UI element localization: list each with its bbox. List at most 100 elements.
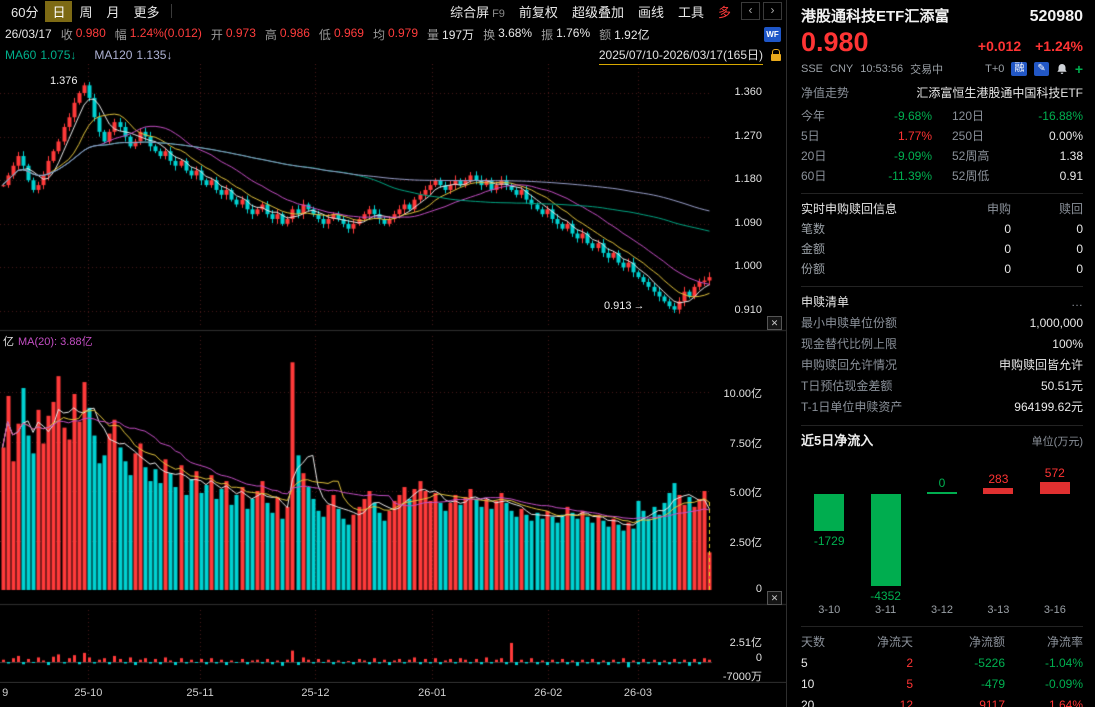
wf-badge-icon[interactable]: WF — [764, 26, 781, 42]
netflow-section: 近5日净流入 单位(万元) -1729 -4352 0 283 572 3-10 3-11… — [801, 425, 1083, 619]
toolbar-divider — [170, 4, 172, 18]
underlying-fund-link[interactable]: 汇添富恒生港股通中国科技ETF — [916, 86, 1083, 100]
pcf-header: 申赎清单 … — [801, 292, 1083, 313]
redeem-column-header: 赎回 — [1058, 202, 1083, 216]
netflow-header: 近5日净流入 单位(万元) — [801, 431, 1083, 452]
menu-super-overlay[interactable]: 超级叠加 — [571, 4, 624, 20]
netflow-category: 3-13 — [987, 604, 1010, 616]
exchange-label: SSE — [801, 63, 824, 75]
pcf-row-label: T日预估现金差额 — [801, 379, 893, 393]
quote-field-value: 0.986 — [279, 25, 310, 40]
margin-badge[interactable]: 融 — [1011, 62, 1028, 76]
netflow-value-label: -1729 — [813, 533, 845, 548]
x-axis-row: 9 25-10 25-11 25-12 26-01 26-02 26-03 — [0, 683, 786, 707]
pcf-row-label: 申购赎回允许情况 — [801, 358, 898, 372]
perf-52周高: 52周高 1.38 — [952, 146, 1083, 166]
chevron-right-icon[interactable]: › — [763, 2, 782, 20]
perf-value: 1.38 — [1059, 149, 1083, 163]
menu-more-red[interactable]: 多 — [717, 4, 731, 20]
flow-header-net-rate: 净流率 — [1046, 635, 1083, 649]
pcf-row-value: 964199.62元 — [1014, 400, 1083, 414]
netflow-value-label: 283 — [988, 472, 1009, 487]
kline-chart-canvas[interactable] — [0, 64, 786, 683]
status-row: SSE CNY 10:53:56 交易中 T+0 融 ✎ + — [801, 61, 1083, 77]
pcf-row: T日预估现金差额 50.51元 — [801, 376, 1083, 397]
quote-field-label: 低 — [318, 27, 331, 42]
x-axis-label: 25-11 — [186, 687, 214, 699]
realtime-row-label: 份额 — [801, 262, 826, 276]
tplus-badge: T+0 — [985, 63, 1005, 75]
pcf-more-icon[interactable]: … — [1071, 295, 1083, 309]
realtime-subscribe-value: 0 — [1004, 242, 1011, 256]
netflow-bar — [1039, 481, 1070, 494]
perf-label: 120日 — [952, 109, 985, 123]
quote-field-label: 额 — [599, 27, 612, 42]
menu-composite-screen[interactable]: 综合屏 F9 — [443, 1, 512, 22]
realtime-row-label: 笔数 — [801, 222, 826, 236]
perf-value: 1.77% — [897, 129, 932, 143]
perf-value: 0.91 — [1059, 169, 1083, 183]
x-axis-label: 26-01 — [418, 687, 447, 699]
lock-icon[interactable] — [771, 48, 781, 61]
chevron-left-icon[interactable]: ‹ — [741, 2, 760, 20]
flow-table-section: 天数 净流天 净流额 净流率 5 2 -5226 -1.04% 10 5 -479 -0.09… — [801, 626, 1083, 707]
pcf-row-label: 现金替代比例上限 — [801, 337, 898, 351]
period-month[interactable]: 月 — [106, 4, 120, 20]
menu-draw-line[interactable]: 画线 — [637, 4, 664, 20]
period-week[interactable]: 周 — [79, 4, 93, 20]
x-axis-label: 26-02 — [534, 687, 563, 699]
quote-fields: 收 0.980 幅 1.24%(0.012) 开 0.973 高 0.986 低 0.969 均 0.… — [61, 26, 650, 43]
quote-field-收: 收 0.980 — [61, 26, 106, 43]
flow-net-days: 12 — [899, 698, 913, 707]
menu-tools[interactable]: 工具 — [677, 4, 704, 20]
realtime-rows: 笔数 0 0 金额 0 0 份额 0 0 — [801, 219, 1083, 279]
quote-time: 10:53:56 — [860, 63, 904, 75]
quote-field-高: 高 0.986 — [265, 26, 310, 43]
realtime-header: 实时申购赎回信息 申购 赎回 — [801, 199, 1083, 219]
quote-field-幅: 幅 1.24%(0.012) — [115, 26, 202, 43]
flow-net-rate: -0.09% — [1044, 677, 1083, 691]
x-axis-label: 25-10 — [74, 687, 103, 699]
flow-net-amount: 9117 — [979, 698, 1005, 707]
chart-panel: 60分 日 周 月 更多 综合屏 F9 前复权 超级叠加 画线 工具 多 ‹ › … — [0, 0, 787, 707]
kline-chart-stack: 1.376 0.913 → 亿 MA(20): 3.88亿 1.360 1.270 1.… — [0, 64, 786, 683]
ma120-legend: MA120 1.135↓ — [94, 48, 176, 62]
menu-label: 综合屏 — [450, 4, 490, 20]
perf-label: 今年 — [801, 109, 826, 123]
realtime-title: 实时申购赎回信息 — [801, 202, 898, 216]
pcf-row-value: 100% — [1052, 337, 1083, 351]
indicator-pane-close-icon[interactable]: ✕ — [767, 591, 782, 605]
add-icon[interactable]: + — [1074, 61, 1083, 77]
period-day[interactable]: 日 — [45, 0, 73, 22]
quote-field-value: 0.969 — [333, 25, 364, 40]
pcf-row-label: T-1日单位申赎资产 — [801, 400, 903, 414]
quote-field-额: 额 1.92亿 — [599, 26, 649, 43]
netflow-category: 3-11 — [875, 604, 897, 616]
bell-icon[interactable] — [1056, 63, 1068, 76]
realtime-row-份额: 份额 0 0 — [801, 259, 1083, 279]
pcf-row-label: 最小申赎单位份额 — [801, 316, 898, 330]
edit-icon[interactable]: ✎ — [1034, 62, 1049, 76]
perf-120日: 120日 -16.88% — [952, 106, 1083, 126]
pcf-rows: 最小申赎单位份额 1,000,000 现金替代比例上限 100% 申购赎回允许情况 申购赎… — [801, 313, 1083, 418]
period-60min[interactable]: 60分 — [11, 4, 39, 20]
quote-field-value: 197万 — [442, 27, 475, 42]
instrument-header: 港股通科技ETF汇添富 520980 — [801, 0, 1083, 26]
perf-value: -11.39% — [888, 169, 932, 183]
netflow-unit-label: 单位(万元) — [1031, 436, 1083, 448]
flow-net-amount: -479 — [980, 677, 1005, 691]
netflow-bar — [927, 492, 957, 494]
perf-value: -16.88% — [1038, 109, 1083, 123]
period-more[interactable]: 更多 — [133, 4, 160, 20]
perf-label: 250日 — [952, 129, 985, 143]
quote-field-低: 低 0.969 — [319, 26, 364, 43]
realtime-row-label: 金额 — [801, 242, 826, 256]
flow-days: 20 — [801, 698, 815, 707]
volume-pane-close-icon[interactable]: ✕ — [767, 316, 782, 330]
realtime-row-笔数: 笔数 0 0 — [801, 219, 1083, 239]
date-range-wrap: 2025/07/10-2026/03/17(165日) — [598, 46, 781, 65]
perf-今年: 今年 -9.68% — [801, 106, 932, 126]
pcf-row-value: 申购赎回皆允许 — [998, 358, 1083, 372]
menu-forward-adjust[interactable]: 前复权 — [518, 4, 558, 20]
quote-field-开: 开 0.973 — [211, 26, 256, 43]
